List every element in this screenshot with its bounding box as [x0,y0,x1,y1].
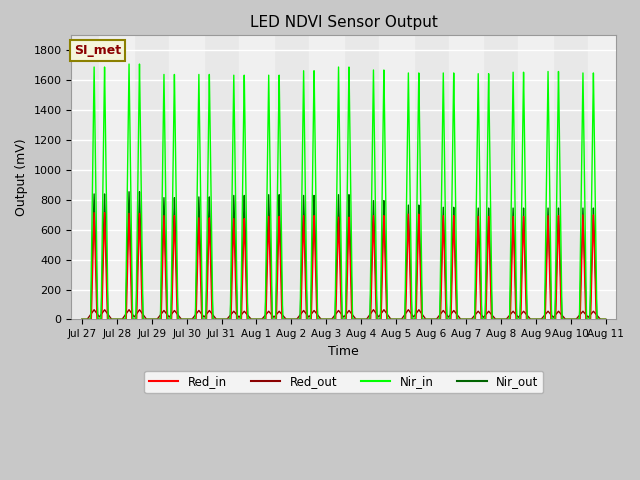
Bar [588,36,623,319]
Bar [99,36,134,319]
X-axis label: Time: Time [328,345,359,358]
Text: SI_met: SI_met [74,44,121,57]
Bar [449,36,483,319]
Bar [518,36,553,319]
Legend: Red_in, Red_out, Nir_in, Nir_out: Red_in, Red_out, Nir_in, Nir_out [144,371,543,393]
Bar [239,36,274,319]
Bar [379,36,413,319]
Y-axis label: Output (mV): Output (mV) [15,139,28,216]
Bar [169,36,204,319]
Title: LED NDVI Sensor Output: LED NDVI Sensor Output [250,15,438,30]
Bar [309,36,344,319]
